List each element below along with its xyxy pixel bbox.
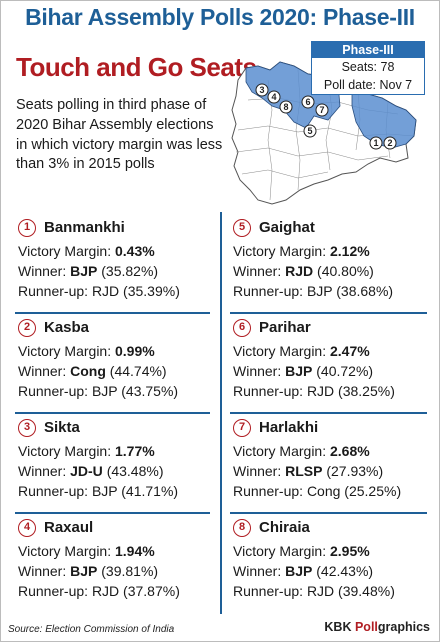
grid-divider-vertical	[220, 212, 222, 614]
seat-card: 5 Gaighat Victory Margin: 2.12% Winner: RJD…	[233, 218, 433, 301]
victory-margin: Victory Margin: 1.77%	[18, 443, 155, 459]
winner: Winner: RLSP (27.93%)	[233, 463, 384, 479]
winner: Winner: BJP (35.82%)	[18, 263, 159, 279]
svg-text:3: 3	[259, 85, 264, 95]
seat-name-text: Chiraia	[259, 519, 310, 536]
seat-name: 1 Banmankhi	[18, 218, 218, 238]
grid-divider-right-2	[230, 412, 427, 414]
svg-text:5: 5	[307, 126, 312, 136]
svg-text:4: 4	[271, 92, 276, 102]
svg-text:2: 2	[387, 138, 392, 148]
runner-up: Runner-up: RJD (39.48%)	[233, 583, 395, 599]
victory-margin: Victory Margin: 1.94%	[18, 543, 155, 559]
main-title: Bihar Assembly Polls 2020: Phase-III	[25, 4, 415, 30]
victory-margin: Victory Margin: 2.95%	[233, 543, 370, 559]
seat-card: 2 Kasba Victory Margin: 0.99% Winner: Cong …	[18, 318, 218, 401]
phase-info-box: Phase-III Seats: 78 Poll date: Nov 7	[311, 41, 425, 95]
seat-number: 7	[233, 419, 251, 437]
seat-name-text: Parihar	[259, 319, 311, 336]
map-marker-7: 7	[315, 103, 329, 117]
seat-card: 3 Sikta Victory Margin: 1.77% Winner: JD-U …	[18, 418, 218, 501]
svg-text:1: 1	[373, 138, 378, 148]
seat-name: 8 Chiraia	[233, 518, 433, 538]
runner-up: Runner-up: BJP (38.68%)	[233, 283, 394, 299]
victory-margin: Victory Margin: 2.68%	[233, 443, 370, 459]
victory-margin: Victory Margin: 2.12%	[233, 243, 370, 259]
seat-name: 2 Kasba	[18, 318, 218, 338]
runner-up: Runner-up: BJP (43.75%)	[18, 383, 179, 399]
winner: Winner: BJP (39.81%)	[18, 563, 159, 579]
seat-number: 2	[18, 319, 36, 337]
seat-name-text: Banmankhi	[44, 219, 125, 236]
seat-name: 7 Harlakhi	[233, 418, 433, 438]
map-marker-4: 4	[267, 90, 281, 104]
seat-number: 1	[18, 219, 36, 237]
runner-up: Runner-up: RJD (37.87%)	[18, 583, 180, 599]
map-marker-2: 2	[383, 136, 397, 150]
seat-name: 3 Sikta	[18, 418, 218, 438]
seat-name-text: Kasba	[44, 319, 90, 336]
seat-number: 3	[18, 419, 36, 437]
seat-number: 5	[233, 219, 251, 237]
map-marker-6: 6	[301, 95, 315, 109]
map-marker-8: 8	[279, 100, 293, 114]
winner: Winner: JD-U (43.48%)	[18, 463, 164, 479]
seat-name-text: Gaighat	[259, 219, 315, 236]
grid-divider-left-1	[15, 312, 210, 314]
runner-up: Runner-up: RJD (35.39%)	[18, 283, 180, 299]
svg-text:8: 8	[283, 102, 288, 112]
map-marker-1: 1	[369, 136, 383, 150]
seat-card: 8 Chiraia Victory Margin: 2.95% Winner: BJP…	[233, 518, 433, 601]
grid-divider-right-3	[230, 512, 427, 514]
svg-text:6: 6	[305, 97, 310, 107]
seat-card: 6 Parihar Victory Margin: 2.47% Winner: BJP…	[233, 318, 433, 401]
seat-card: 1 Banmankhi Victory Margin: 0.43% Winner: B…	[18, 218, 218, 301]
winner: Winner: BJP (42.43%)	[233, 563, 374, 579]
grid-divider-right-1	[230, 312, 427, 314]
phase-seats: Seats: 78	[341, 60, 395, 74]
map-phase3-region-east	[351, 85, 417, 149]
victory-margin: Victory Margin: 0.99%	[18, 343, 155, 359]
runner-up: Runner-up: BJP (41.71%)	[18, 483, 179, 499]
winner: Winner: RJD (40.80%)	[233, 263, 374, 279]
seat-name-text: Raxaul	[44, 519, 94, 536]
seat-number: 6	[233, 319, 251, 337]
brand-logo: KBK Pollgraphics	[324, 620, 430, 634]
subtitle: Touch and Go Seats	[16, 52, 257, 82]
seat-card: 4 Raxaul Victory Margin: 1.94% Winner: BJP …	[18, 518, 218, 601]
victory-margin: Victory Margin: 0.43%	[18, 243, 155, 259]
seat-card: 7 Harlakhi Victory Margin: 2.68% Winner: RL…	[233, 418, 433, 501]
grid-divider-left-2	[15, 412, 210, 414]
intro-text: Seats polling in third phase of 2020 Bih…	[16, 97, 223, 173]
seat-name: 5 Gaighat	[233, 218, 433, 238]
source-note: Source: Election Commission of India	[8, 624, 175, 635]
svg-text:7: 7	[319, 105, 324, 115]
seat-number: 8	[233, 519, 251, 537]
seat-name: 6 Parihar	[233, 318, 433, 338]
phase-heading: Phase-III	[312, 42, 424, 58]
runner-up: Runner-up: RJD (38.25%)	[233, 383, 395, 399]
phase-poll-date: Poll date: Nov 7	[323, 78, 413, 92]
winner: Winner: Cong (44.74%)	[18, 363, 167, 379]
winner: Winner: BJP (40.72%)	[233, 363, 374, 379]
seat-name: 4 Raxaul	[18, 518, 218, 538]
grid-divider-left-3	[15, 512, 210, 514]
runner-up: Runner-up: Cong (25.25%)	[233, 483, 402, 499]
map-marker-5: 5	[303, 124, 317, 138]
seat-number: 4	[18, 519, 36, 537]
victory-margin: Victory Margin: 2.47%	[233, 343, 370, 359]
seat-name-text: Sikta	[44, 419, 80, 436]
seat-name-text: Harlakhi	[259, 419, 319, 436]
map-marker-3: 3	[255, 83, 269, 97]
